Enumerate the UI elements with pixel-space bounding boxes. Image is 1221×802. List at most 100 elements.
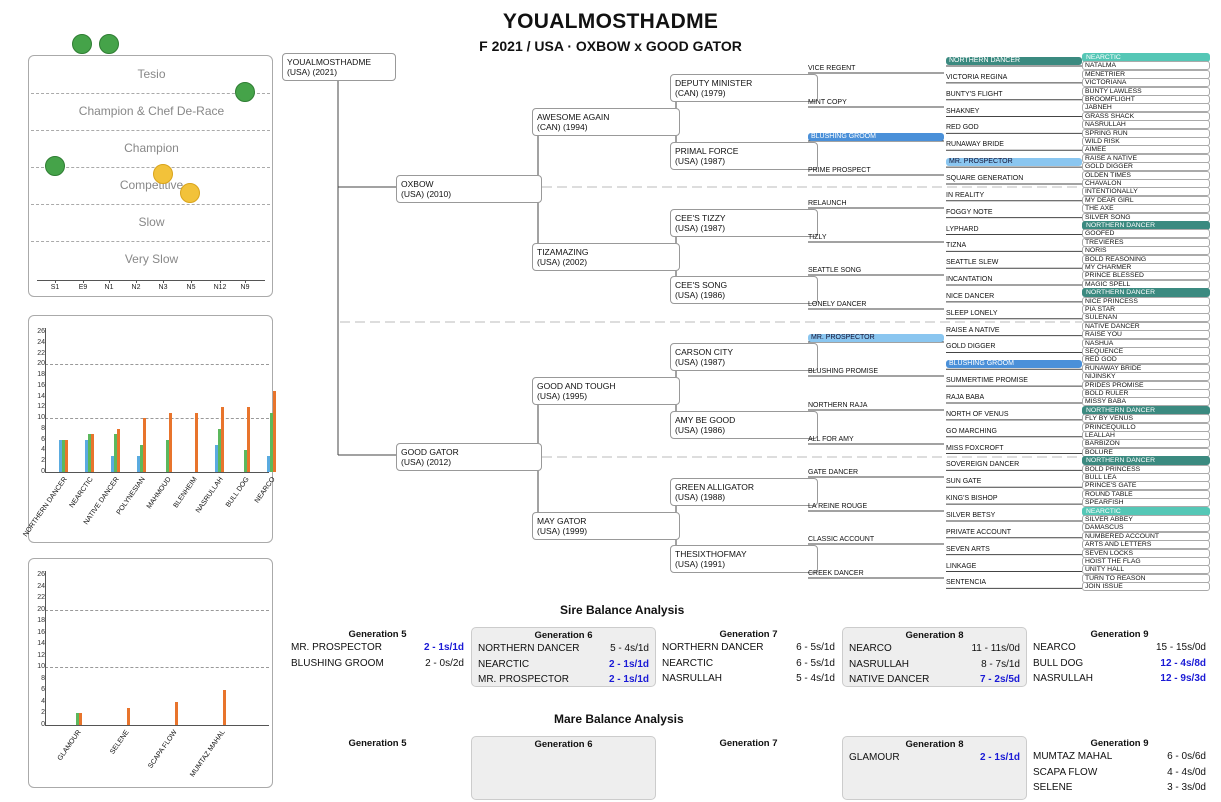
horse-gen5: SUMMERTIME PROMISE: [946, 377, 1028, 385]
sire-chart-panel: 0 2 4 6 8 10 12 14 16 18 20 22 24 26 NORTHERN DANCER NE…: [22, 315, 277, 543]
horse-name: THESIXTHOFMAY: [675, 549, 747, 559]
ancestor-name: MUMTAZ MAHAL: [1033, 751, 1113, 762]
ancestor-count: 5 - 4s/1d: [610, 643, 649, 654]
y-tick-label: 4: [41, 446, 45, 454]
class-divider: [31, 167, 270, 168]
balance-row: GLAMOUR 2 - 1s/1d: [849, 752, 1020, 763]
ancestor-count: 8 - 7s/1d: [981, 658, 1020, 670]
ancestor-name: SCAPA FLOW: [1033, 766, 1098, 778]
y-tick-label: 2: [41, 709, 45, 717]
ancestor-name: NEARCO: [1033, 642, 1076, 653]
horse-gen5: MR. PROSPECTOR: [946, 158, 1082, 167]
balance-row: MR. PROSPECTOR 2 - 1s/1d: [478, 674, 649, 685]
horse-gen4: VICE REGENT: [808, 65, 856, 72]
y-tick-label: 22: [37, 594, 45, 602]
horse-gen6: NORTHERN DANCER: [1082, 405, 1210, 415]
generation-column: Generation 9 MUMTAZ MAHAL 6 - 0s/6d SCAPA F…: [1027, 736, 1212, 796]
class-level-label: Champion: [124, 141, 179, 155]
balance-row: MR. PROSPECTOR 2 - 1s/1d: [291, 642, 464, 653]
horse-name: AMY BE GOOD: [675, 415, 736, 425]
ancestor-count: 12 - 9s/3d: [1160, 673, 1206, 684]
generation-label: Generation 9: [1090, 738, 1149, 749]
horse-gen5: FOGGY NOTE: [946, 208, 993, 216]
ancestor-name: NEARCTIC: [478, 658, 530, 670]
balance-row: SCAPA FLOW 4 - 4s/0d: [1033, 767, 1206, 778]
horse-node-gen3: CEE'S SONG (USA) (1986): [670, 276, 818, 304]
x-tick-label: N9: [240, 284, 250, 291]
chart-bar: [111, 455, 114, 472]
horse-gen5: SENTENCIA: [946, 579, 987, 587]
horse-gen6: NIJINSKY: [1082, 372, 1210, 382]
horse-gen4: NORTHERN RAJA: [808, 402, 868, 409]
horse-gen4: BLUSHING PROMISE: [808, 368, 879, 375]
x-tick-mark: [55, 280, 56, 283]
balance-row: SELENE 3 - 3s/0d: [1033, 782, 1206, 793]
y-tick-label: 14: [37, 640, 45, 648]
ancestor-name: NATIVE DANCER: [849, 674, 930, 685]
y-axis-line: [45, 571, 46, 725]
y-tick-label: 8: [41, 424, 45, 432]
horse-node-gen3: PRIMAL FORCE (USA) (1987): [670, 142, 818, 170]
generation-column: Generation 6 NORTHERN DANCER 5 - 4s/1d NEAR…: [471, 627, 656, 687]
chart-bar: [76, 713, 79, 725]
x-tick-label: E9: [78, 284, 88, 291]
x-tick-mark: [109, 280, 110, 283]
y-tick-label: 2: [41, 457, 45, 465]
chart-bar: [59, 439, 62, 472]
page-subtitle: F 2021 / USA · OXBOW x GOOD GATOR: [479, 38, 742, 54]
horse-gen5: SQUARE GENERATION: [946, 174, 1024, 182]
x-tick-label: S1: [50, 284, 60, 291]
x-tick-label: N12: [213, 284, 227, 291]
horse-info: (USA) (1986): [675, 425, 726, 435]
horse-gen5: BLUSHING GROOM: [946, 360, 1082, 369]
horse-gen6: NASRULLAH: [1082, 120, 1210, 130]
ancestor-name: SELENE: [1033, 782, 1073, 793]
y-tick-label: 24: [37, 582, 45, 590]
horse-info: (CAN) (1994): [537, 122, 588, 132]
x-tick-label: N2: [131, 284, 141, 291]
horse-gen5: LYPHARD: [946, 225, 979, 233]
horse-name: YOUALMOSTHADME: [287, 57, 372, 67]
mare-chart-panel: 0 2 4 6 8 10 12 14 16 18 20 22 24 26 GLAMOUR SELENE SCAP…: [28, 558, 273, 788]
chart-bar: [223, 690, 226, 725]
horse-node-gen1: GOOD GATOR (USA) (2012): [396, 443, 542, 471]
horse-name: GREEN ALLIGATOR: [675, 482, 755, 492]
horse-gen6: NORTHERN DANCER: [1082, 221, 1210, 230]
ancestor-count: 12 - 4s/8d: [1160, 657, 1206, 669]
ancestor-count: 2 - 1s/1d: [608, 674, 649, 685]
horse-info: (USA) (1987): [675, 156, 726, 166]
horse-gen5: SEATTLE SLEW: [946, 259, 999, 267]
horse-node-gen2: TIZAMAZING (USA) (2002): [532, 243, 680, 271]
generation-label: Generation 7: [719, 629, 778, 640]
horse-gen5: RAJA BABA: [946, 394, 985, 401]
generation-label: Generation 6: [534, 739, 593, 750]
y-tick-label: 10: [37, 663, 45, 671]
horse-gen6: JOIN ISSUE: [1082, 582, 1210, 592]
ancestor-count: 2 - 1s/1d: [423, 642, 464, 653]
ancestor-name: NASRULLAH: [662, 673, 723, 684]
x-tick-mark: [136, 280, 137, 283]
horse-node-gen3: GREEN ALLIGATOR (USA) (1988): [670, 478, 818, 506]
y-tick-label: 8: [41, 674, 45, 682]
horse-gen5: MISS FOXCROFT: [946, 444, 1004, 452]
x-tick-mark: [163, 280, 164, 283]
class-divider: [31, 241, 270, 242]
horse-gen5: PRIVATE ACCOUNT: [946, 528, 1012, 536]
horse-gen6: VICTORIANA: [1082, 78, 1210, 88]
horse-node-gen3: THESIXTHOFMAY (USA) (1991): [670, 545, 818, 573]
horse-info: (CAN) (1979): [675, 88, 726, 98]
horse-gen5: SOVEREIGN DANCER: [946, 461, 1020, 469]
grid-line: [45, 667, 269, 669]
horse-node-gen3: AMY BE GOOD (USA) (1986): [670, 411, 818, 439]
horse-node-gen3: DEPUTY MINISTER (CAN) (1979): [670, 74, 818, 102]
horse-name: GOOD GATOR: [401, 447, 459, 457]
class-divider: [31, 204, 270, 205]
horse-info: (USA) (1991): [675, 559, 726, 569]
horse-name: CARSON CITY: [675, 347, 734, 357]
y-tick-label: 0: [41, 721, 45, 728]
ancestor-name: NEARCO: [849, 643, 892, 654]
generation-column: Generation 5 MR. PROSPECTOR 2 - 1s/1d BLUSH…: [285, 627, 470, 687]
ancestor-count: 4 - 4s/0d: [1167, 766, 1206, 778]
chart-bar: [270, 412, 273, 472]
horse-name: GOOD AND TOUGH: [537, 381, 616, 391]
